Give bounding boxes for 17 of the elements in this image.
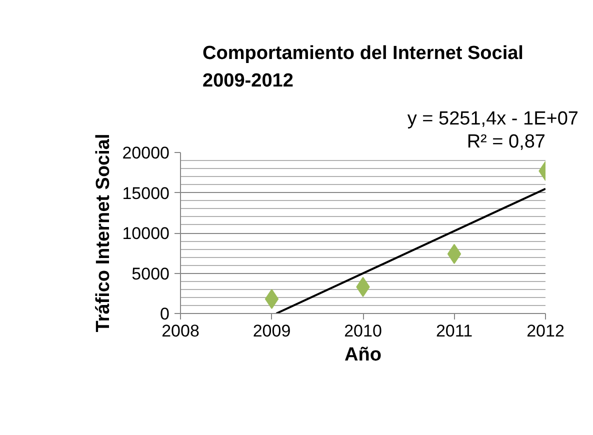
annotation: R² = 0,87 <box>466 132 546 152</box>
point <box>447 244 462 264</box>
text: y = 5251,4x - 1E+07 <box>407 108 579 130</box>
y-tick-label: 10000 <box>122 224 170 243</box>
x-tick-label: 2011 <box>436 322 473 340</box>
x-tick-label: 2009 <box>252 322 291 340</box>
x-tick-label: 2008 <box>162 322 200 340</box>
y-tick-label: 5000 <box>132 264 170 284</box>
x-axis-title: Año <box>344 344 382 366</box>
y-tick-label: 20000 <box>122 144 170 162</box>
x-tick-label: 2010 <box>344 322 382 340</box>
y-tick-label: 0 <box>160 304 170 324</box>
y-tick-label: 15000 <box>122 184 170 203</box>
y-axis-title: Tráfico Internet Social <box>93 134 114 332</box>
x-tick-label: 2012 <box>526 322 564 340</box>
chart-title: Comportamiento del Internet Social 2009-2012 <box>202 43 524 92</box>
point <box>264 289 279 310</box>
